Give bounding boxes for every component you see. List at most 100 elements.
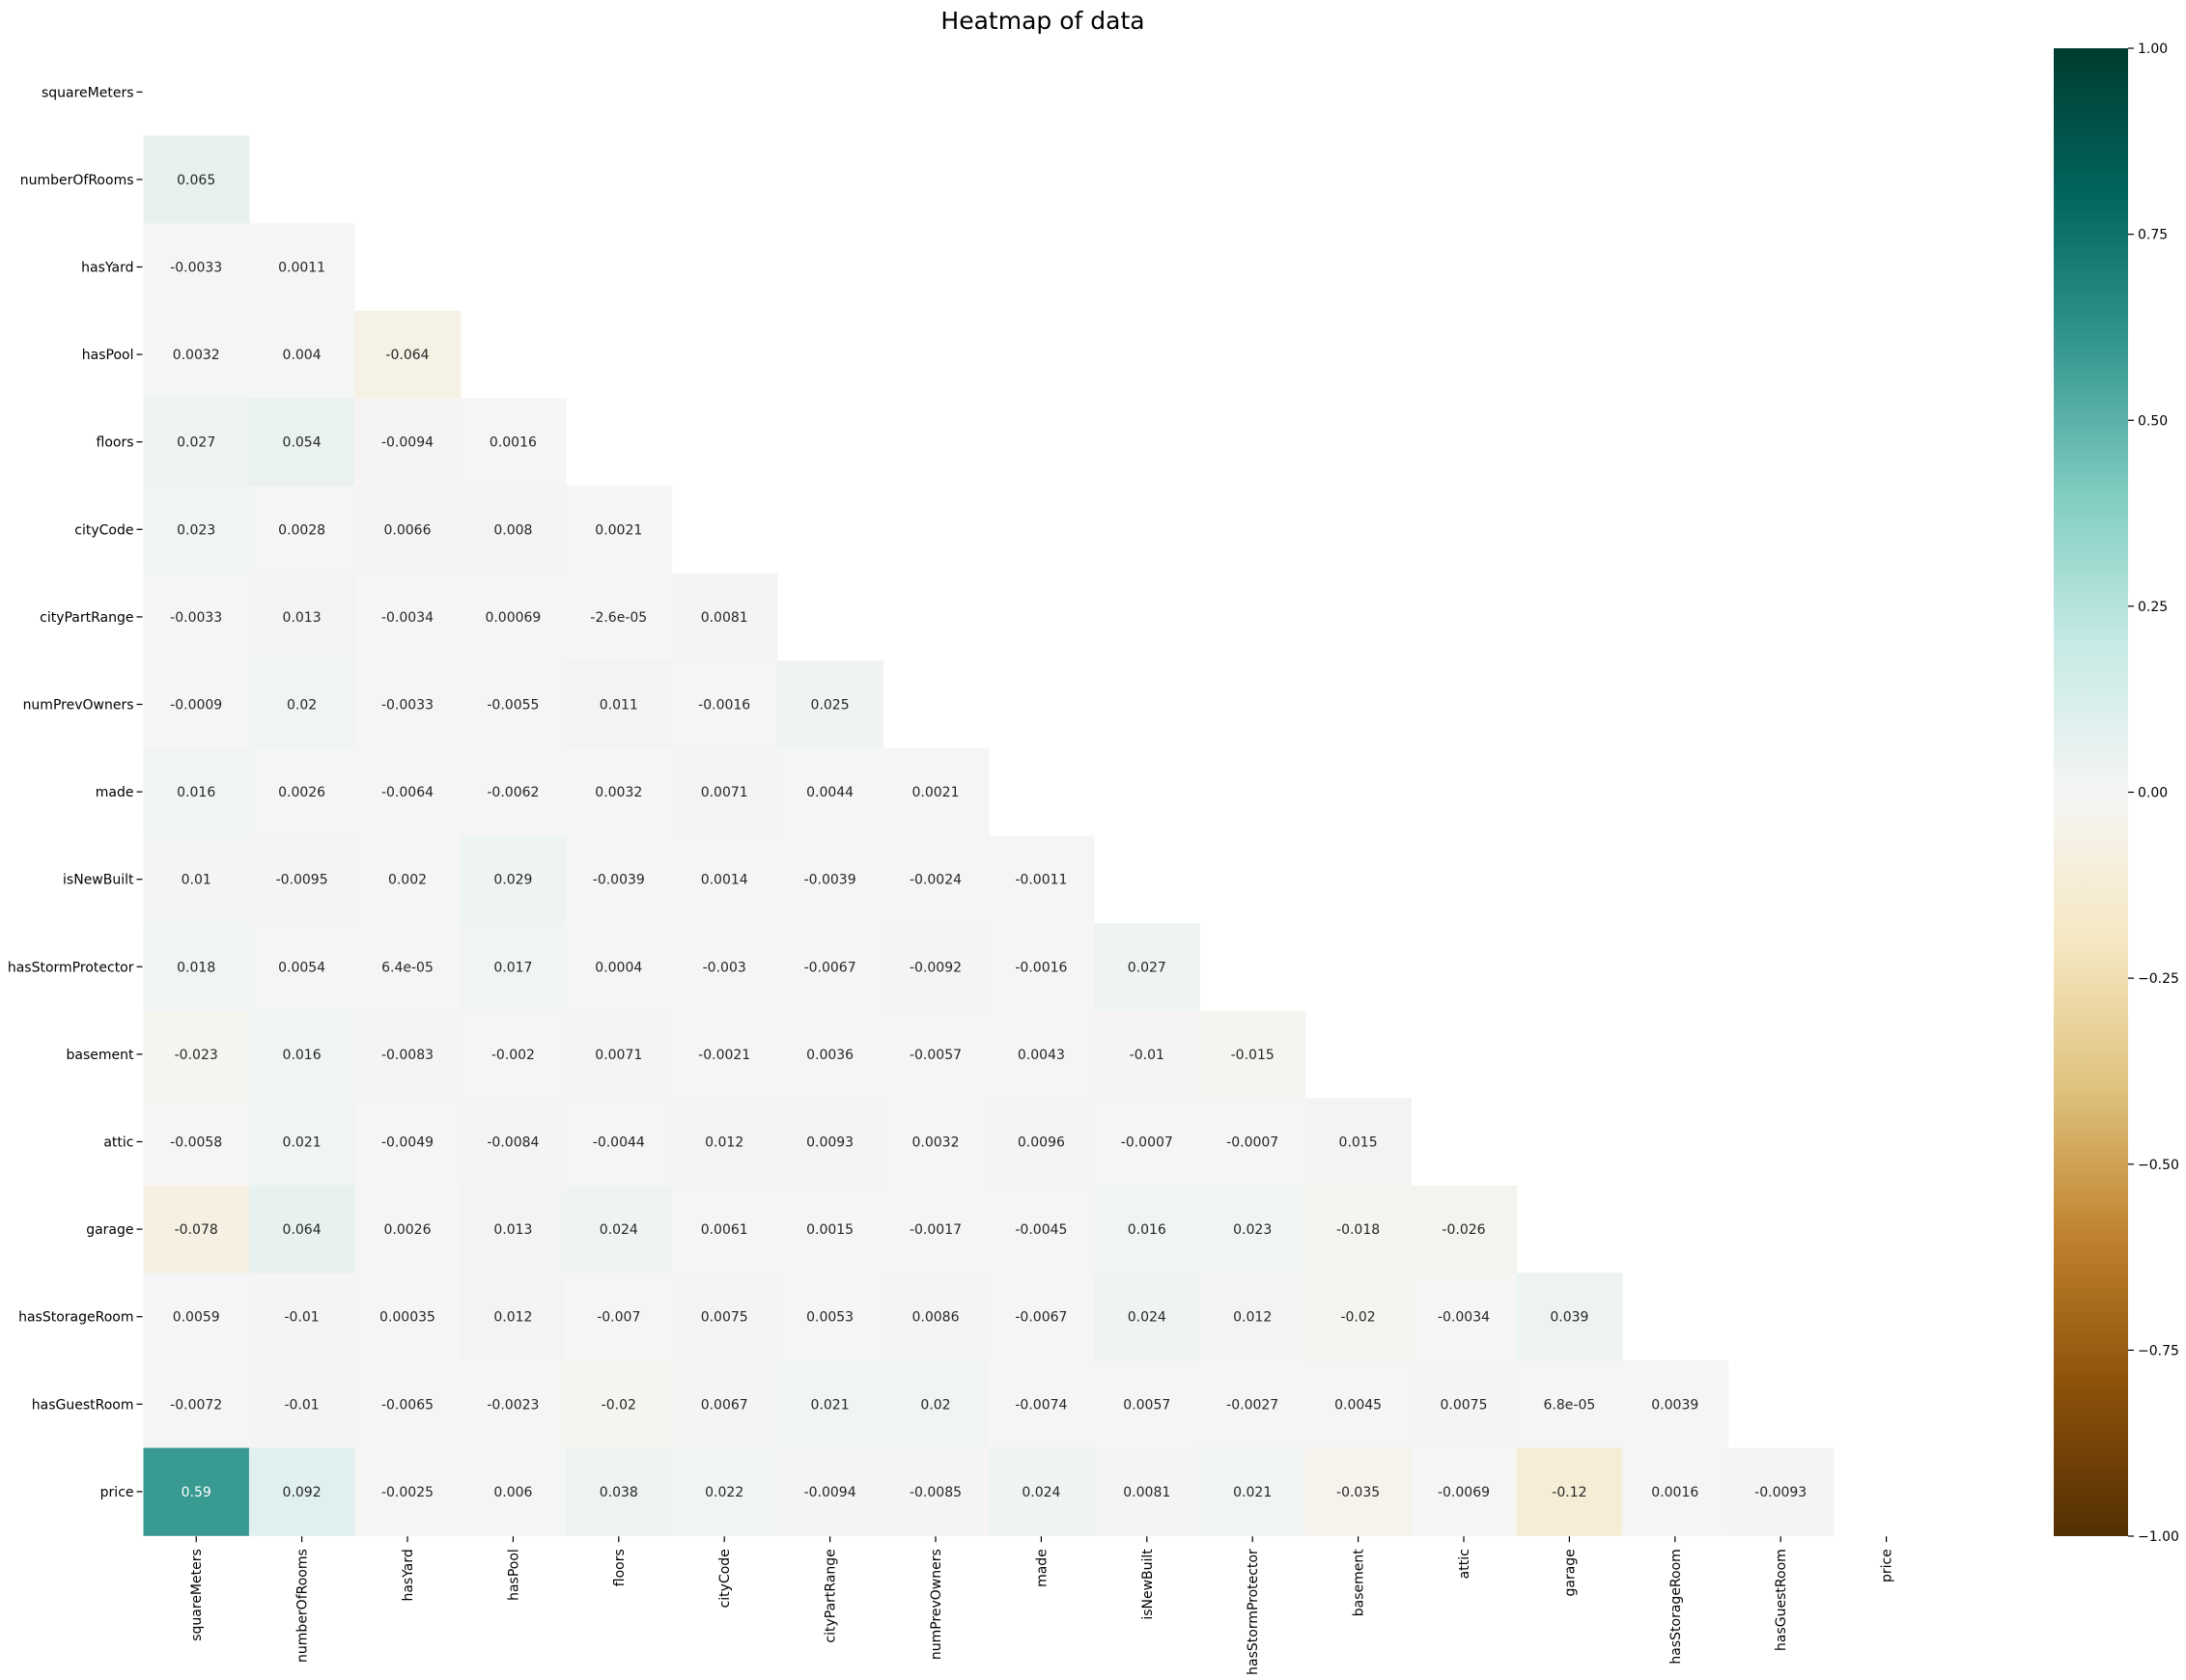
cell-value-label: 0.0081 <box>1123 1485 1170 1500</box>
x-tick-label: cityPartRange <box>824 1549 839 1642</box>
cell-value-label: 0.025 <box>811 698 850 714</box>
cell-value-label: 0.039 <box>1550 1310 1588 1326</box>
heatmap-cell-numPrevOwners-cityPartRange <box>776 660 883 749</box>
heatmap-cell-numberOfRooms-squareMeters <box>143 135 250 224</box>
heatmap-cell-hasStorageRoom-hasYard <box>354 1273 462 1361</box>
cell-value-label: 0.0093 <box>806 1135 854 1151</box>
heatmap-cell-hasStorageRoom-numberOfRooms <box>248 1273 355 1361</box>
heatmap-cell-hasPool-squareMeters <box>143 310 250 399</box>
cell-value-label: 6.4e-05 <box>381 960 434 975</box>
heatmap-cell-price-hasPool <box>460 1447 567 1536</box>
colorbar-tick-label: 0.50 <box>2138 413 2168 429</box>
heatmap-cell-hasStorageRoom-garage <box>1516 1273 1623 1361</box>
cell-value-label: 0.018 <box>177 960 215 975</box>
cell-value-label: -0.0023 <box>487 1397 539 1413</box>
heatmap-cell-attic-hasYard <box>354 1098 462 1187</box>
heatmap-cell-price-isNewBuilt <box>1094 1447 1201 1536</box>
heatmap-cell-hasGuestRoom-hasYard <box>354 1360 462 1449</box>
cell-value-label: 0.092 <box>283 1485 322 1500</box>
cell-value-label: 0.012 <box>493 1310 532 1326</box>
heatmap-cell-attic-cityPartRange <box>776 1098 883 1187</box>
heatmap-cell-attic-floors <box>566 1098 673 1187</box>
heatmap-cell-hasStorageRoom-cityPartRange <box>776 1273 883 1361</box>
cell-value-label: 0.016 <box>177 785 215 800</box>
y-tick-label: hasYard <box>81 261 133 276</box>
heatmap-cell-attic-squareMeters <box>143 1098 250 1187</box>
cell-value-label: -0.0057 <box>910 1048 962 1063</box>
cell-value-label: 0.00035 <box>379 1310 435 1326</box>
cell-value-label: -0.0011 <box>1015 873 1067 888</box>
y-tick-label: garage <box>86 1222 133 1238</box>
heatmap-cell-garage-cityCode <box>671 1185 778 1274</box>
cell-value-label: -0.02 <box>602 1397 636 1413</box>
cell-value-label: 0.0044 <box>806 785 854 800</box>
cell-value-label: 0.029 <box>493 873 532 888</box>
cell-value-label: 0.006 <box>493 1485 532 1500</box>
heatmap-cell-basement-isNewBuilt <box>1094 1010 1201 1099</box>
heatmap-cell-hasGuestRoom-isNewBuilt <box>1094 1360 1201 1449</box>
heatmap-cell-garage-isNewBuilt <box>1094 1185 1201 1274</box>
heatmap-cell-hasStorageRoom-basement <box>1304 1273 1412 1361</box>
cell-value-label: -0.0034 <box>1438 1310 1490 1326</box>
heatmap-cell-garage-numPrevOwners <box>883 1185 990 1274</box>
cell-value-label: 0.024 <box>1022 1485 1060 1500</box>
heatmap-cell-numPrevOwners-cityCode <box>671 660 778 749</box>
cell-value-label: -0.0092 <box>910 960 962 975</box>
x-tick-label: basement <box>1352 1549 1367 1616</box>
heatmap-cell-basement-cityPartRange <box>776 1010 883 1099</box>
cell-value-label: 0.0016 <box>1651 1485 1698 1500</box>
heatmap-cell-hasStorageRoom-numPrevOwners <box>883 1273 990 1361</box>
cell-value-label: 0.0026 <box>384 1222 432 1238</box>
heatmap-cell-hasStormProtector-hasPool <box>460 923 567 1012</box>
heatmap-cell-hasStormProtector-made <box>988 923 1095 1012</box>
heatmap-cell-garage-cityPartRange <box>776 1185 883 1274</box>
heatmap-cell-basement-floors <box>566 1010 673 1099</box>
heatmap-cell-basement-hasPool <box>460 1010 567 1099</box>
heatmap-cell-hasPool-hasYard <box>354 310 462 399</box>
cell-value-label: 0.0004 <box>595 960 642 975</box>
cell-value-label: -0.064 <box>385 348 429 363</box>
cell-value-label: 0.02 <box>920 1397 950 1413</box>
heatmap-cell-floors-numberOfRooms <box>248 398 355 487</box>
y-tick-label: hasStorageRoom <box>18 1310 133 1326</box>
cell-value-label: -0.12 <box>1552 1485 1586 1500</box>
cell-value-label: 0.004 <box>283 348 322 363</box>
heatmap-cell-attic-numPrevOwners <box>883 1098 990 1187</box>
heatmap-cell-attic-numberOfRooms <box>248 1098 355 1187</box>
cell-value-label: -0.0083 <box>381 1048 434 1063</box>
x-tick-label: squareMeters <box>189 1549 205 1641</box>
heatmap-cell-hasStormProtector-cityPartRange <box>776 923 883 1012</box>
heatmap-cell-hasStorageRoom-hasStormProtector <box>1199 1273 1306 1361</box>
heatmap-cell-cityPartRange-squareMeters <box>143 573 250 661</box>
cell-value-label: 0.027 <box>177 435 215 451</box>
cell-value-label: -0.0049 <box>381 1135 434 1151</box>
cell-value-label: -0.01 <box>284 1397 319 1413</box>
cell-value-label: -0.0084 <box>487 1135 539 1151</box>
heatmap-cell-attic-made <box>988 1098 1095 1187</box>
heatmap-cell-made-cityPartRange <box>776 747 883 836</box>
heatmap-cell-garage-basement <box>1304 1185 1412 1274</box>
y-tick-label: attic <box>103 1135 133 1151</box>
heatmap-cell-garage-hasYard <box>354 1185 462 1274</box>
heatmap-cell-numPrevOwners-floors <box>566 660 673 749</box>
heatmap-cell-price-basement <box>1304 1447 1412 1536</box>
heatmap-cell-price-floors <box>566 1447 673 1536</box>
heatmap-cell-cityCode-hasYard <box>354 486 462 574</box>
cell-value-label: -0.0045 <box>1015 1222 1067 1238</box>
cell-value-label: 0.0014 <box>701 873 748 888</box>
heatmap-cell-hasStormProtector-floors <box>566 923 673 1012</box>
heatmap-cell-hasGuestRoom-squareMeters <box>143 1360 250 1449</box>
cell-value-label: 0.0071 <box>701 785 748 800</box>
cell-value-label: -0.0021 <box>698 1048 750 1063</box>
heatmap-cell-hasGuestRoom-made <box>988 1360 1095 1449</box>
heatmap-cell-hasGuestRoom-cityPartRange <box>776 1360 883 1449</box>
heatmap-cell-hasStorageRoom-hasPool <box>460 1273 567 1361</box>
cell-value-label: -0.0074 <box>1015 1397 1067 1413</box>
cell-value-label: 0.0021 <box>912 785 960 800</box>
cell-value-label: -0.0034 <box>381 610 434 626</box>
heatmap-cell-isNewBuilt-hasYard <box>354 835 462 924</box>
cell-value-label: -0.01 <box>1130 1048 1164 1063</box>
heatmap-cell-made-squareMeters <box>143 747 250 836</box>
cell-value-label: -0.0039 <box>593 873 645 888</box>
heatmap-cell-made-numPrevOwners <box>883 747 990 836</box>
